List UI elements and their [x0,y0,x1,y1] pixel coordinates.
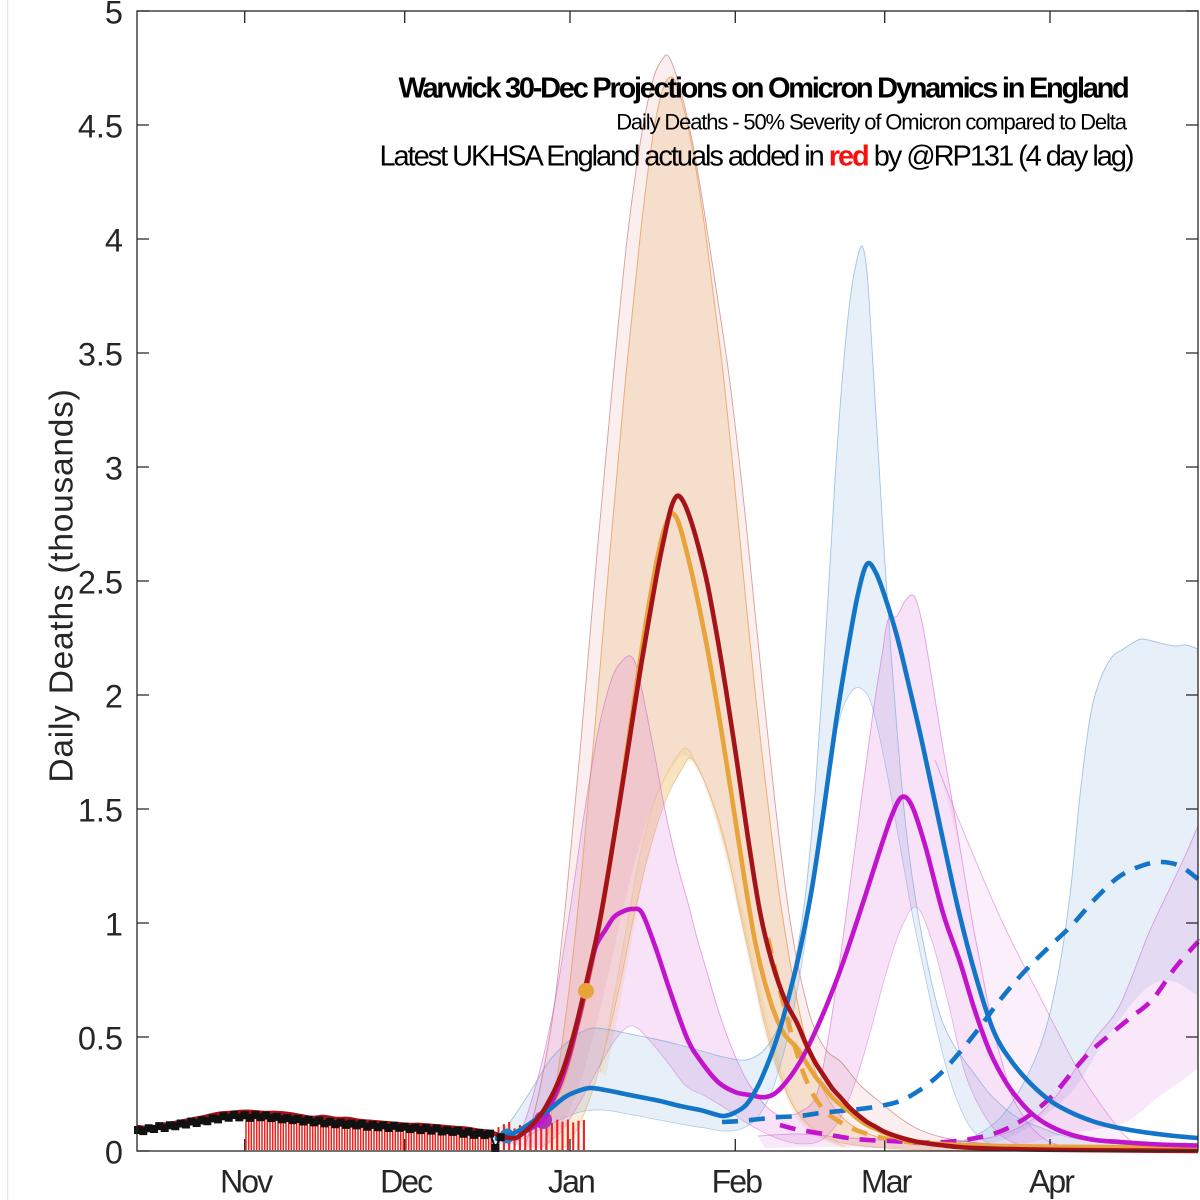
svg-text:Daily Deaths - 50% Severity of: Daily Deaths - 50% Severity of Omicron c… [616,110,1128,135]
svg-text:2.5: 2.5 [78,565,123,601]
svg-text:1.5: 1.5 [78,793,123,829]
svg-text:0: 0 [105,1135,123,1171]
svg-text:4: 4 [105,223,123,259]
svg-text:3.5: 3.5 [78,337,123,373]
svg-text:Nov: Nov [220,1164,273,1200]
svg-text:3: 3 [105,451,123,487]
svg-text:Feb: Feb [712,1164,763,1200]
svg-text:4.5: 4.5 [78,109,123,145]
svg-text:0.5: 0.5 [78,1021,123,1057]
svg-text:Daily Deaths (thousands): Daily Deaths (thousands) [44,388,81,782]
svg-text:Latest UKHSA England actuals a: Latest UKHSA England actuals added in re… [379,141,1132,173]
svg-text:1: 1 [105,907,123,943]
svg-text:5: 5 [105,0,123,31]
svg-text:Jan: Jan [548,1164,594,1200]
svg-text:Warwick 30-Dec Projections on: Warwick 30-Dec Projections on Omicron Dy… [398,73,1128,105]
svg-text:Mar: Mar [861,1164,913,1200]
svg-text:Dec: Dec [380,1164,433,1200]
svg-text:2: 2 [105,679,123,715]
svg-text:Apr: Apr [1029,1164,1075,1200]
